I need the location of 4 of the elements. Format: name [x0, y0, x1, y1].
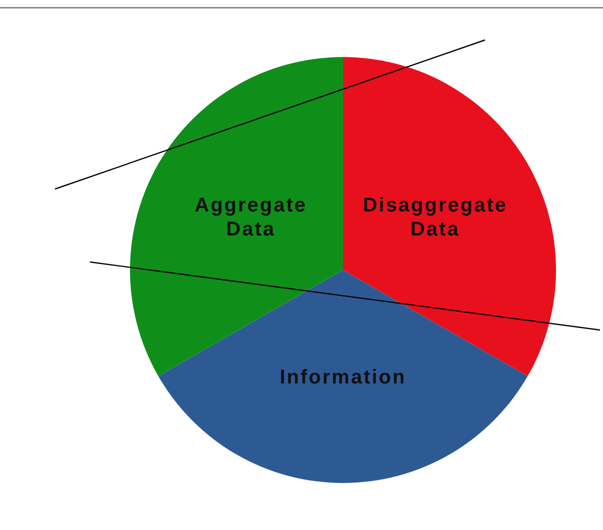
- pie-slice: [158, 270, 528, 483]
- slice-label: Information: [280, 366, 406, 388]
- slice-label: Disaggregate Data: [362, 194, 508, 241]
- slice-label: Aggregate Data: [194, 194, 308, 241]
